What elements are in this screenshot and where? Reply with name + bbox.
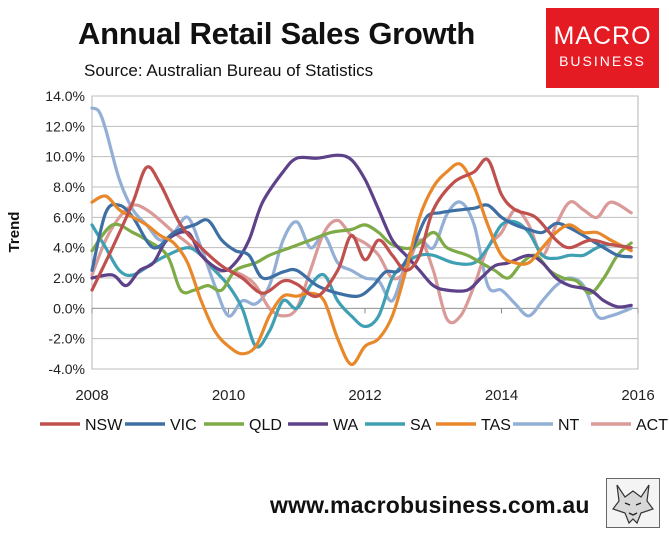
legend-label-nt: NT xyxy=(558,417,580,434)
x-tick-label: 2008 xyxy=(75,387,108,404)
legend-label-act: ACT xyxy=(636,417,668,434)
y-tick-label: 0.0% xyxy=(53,300,85,316)
x-tick-label: 2016 xyxy=(621,387,654,404)
legend-label-wa: WA xyxy=(333,417,359,434)
legend: NSW VIC QLD WA SA TAS NT ACT xyxy=(40,417,668,434)
macrobusiness-logo: MACRO BUSINESS xyxy=(546,8,659,88)
y-tick-label: 2.0% xyxy=(53,270,85,286)
y-tick-label: 6.0% xyxy=(53,209,85,225)
legend-label-qld: QLD xyxy=(249,417,282,434)
logo-line-2: BUSINESS xyxy=(559,53,646,69)
y-tick-label: -2.0% xyxy=(48,331,85,347)
x-axis-ticks: 2008 2010 2012 2014 2016 xyxy=(75,308,655,404)
footer-url: www.macrobusiness.com.au xyxy=(270,492,590,518)
series-lines xyxy=(90,106,633,366)
y-tick-label: 10.0% xyxy=(45,149,85,165)
y-tick-label: 8.0% xyxy=(53,179,85,195)
legend-label-tas: TAS xyxy=(481,417,511,434)
legend-label-vic: VIC xyxy=(170,417,197,434)
x-tick-label: 2010 xyxy=(212,387,245,404)
legend-label-nsw: NSW xyxy=(85,417,123,434)
y-tick-label: 12.0% xyxy=(45,118,85,134)
series-line-sa xyxy=(90,219,633,349)
y-axis-ticks: -4.0% -2.0% 0.0% 2.0% 4.0% 6.0% 8.0% 10.0% 12.0%… xyxy=(45,88,85,377)
wolf-emblem xyxy=(606,478,660,528)
x-tick-label: 2014 xyxy=(485,387,518,404)
y-tick-label: 14.0% xyxy=(45,88,85,104)
y-tick-label: -4.0% xyxy=(48,361,85,377)
series-line-tas xyxy=(90,162,633,366)
series-line-nsw xyxy=(90,157,633,299)
chart-subtitle: Source: Australian Bureau of Statistics xyxy=(84,61,374,80)
y-tick-label: 4.0% xyxy=(53,240,85,256)
series-line-vic xyxy=(90,202,633,299)
chart-title: Annual Retail Sales Growth xyxy=(78,16,476,51)
legend-label-sa: SA xyxy=(410,417,432,434)
wolf-icon xyxy=(612,484,654,525)
line-chart: -4.0% -2.0% 0.0% 2.0% 4.0% 6.0% 8.0% 10.0% 12.0%… xyxy=(6,88,668,434)
y-axis-label: Trend xyxy=(6,212,23,253)
x-tick-label: 2012 xyxy=(348,387,381,404)
logo-line-1: MACRO xyxy=(553,22,652,50)
